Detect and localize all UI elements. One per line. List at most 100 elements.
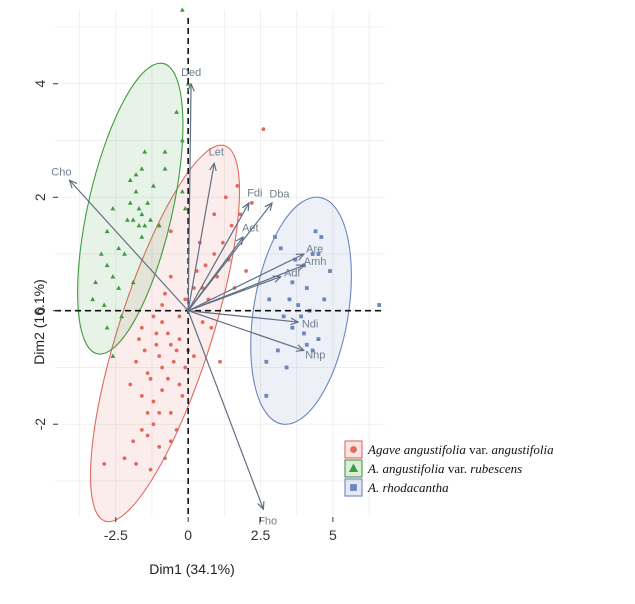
data-point-circle — [183, 297, 188, 302]
data-point-triangle — [156, 223, 162, 228]
data-point-circle — [238, 212, 243, 217]
data-point-triangle — [133, 188, 139, 194]
data-point-circle — [160, 365, 165, 370]
loading-label-fho: Fho — [258, 516, 277, 528]
x-tick-label: 5 — [329, 527, 337, 543]
data-point-circle — [165, 376, 170, 381]
data-point-circle — [212, 212, 217, 217]
data-point-circle — [134, 462, 138, 466]
data-point-triangle — [90, 296, 96, 302]
data-point-triangle — [127, 177, 133, 183]
loading-arrow-are — [187, 254, 304, 312]
data-point-circle — [163, 456, 167, 461]
data-point-triangle — [116, 245, 122, 251]
loading-arrow-ndi — [188, 310, 298, 322]
data-point-triangle — [110, 353, 116, 358]
data-point-square — [290, 280, 295, 285]
data-point-circle — [148, 467, 153, 472]
data-point-triangle — [142, 223, 148, 228]
data-point-circle — [168, 342, 173, 347]
data-point-circle — [157, 445, 162, 449]
data-point-circle — [139, 325, 144, 330]
data-point-square — [302, 331, 306, 336]
data-point-square — [287, 297, 292, 302]
data-point-circle — [168, 274, 173, 279]
data-point-circle — [151, 422, 156, 427]
x-axis-title: Dim1 (34.1%) — [149, 561, 235, 577]
data-point-square — [281, 314, 286, 319]
y-tick-label: -2 — [32, 418, 48, 431]
data-point-circle — [157, 410, 162, 415]
data-point-triangle — [182, 205, 188, 211]
data-point-circle — [154, 331, 159, 336]
data-point-circle — [102, 462, 107, 466]
confidence-ellipse-0 — [89, 144, 241, 523]
data-point-triangle — [139, 234, 145, 239]
data-point-square — [275, 348, 280, 353]
data-point-circle — [192, 286, 196, 290]
data-point-circle — [177, 337, 182, 342]
data-point-circle — [168, 229, 173, 234]
data-point-square — [322, 297, 327, 302]
data-point-circle — [168, 410, 173, 415]
x-tick-label: 2.5 — [251, 527, 271, 543]
data-point-circle — [244, 269, 248, 273]
legend-label-part: Agave angustifolia — [367, 442, 466, 457]
data-point-triangle — [110, 205, 116, 211]
data-point-square — [264, 393, 269, 398]
data-point-circle — [160, 303, 165, 307]
data-point-circle — [171, 359, 176, 364]
data-point-triangle — [179, 137, 185, 143]
data-point-circle — [212, 252, 217, 256]
data-point-triangle — [110, 274, 116, 279]
data-point-circle — [151, 399, 156, 404]
data-point-circle — [220, 240, 225, 245]
data-point-square — [313, 229, 318, 234]
data-point-square — [377, 303, 382, 307]
data-point-square — [299, 314, 303, 319]
data-point-circle — [177, 382, 182, 387]
data-point-circle — [200, 320, 205, 324]
data-point-square — [273, 235, 277, 239]
loading-arrow-fho — [187, 310, 263, 510]
data-point-square — [316, 337, 321, 342]
data-point-circle — [139, 393, 144, 398]
axis-ticks: -2.5 0 2.5 5 -2 0 2 4 — [32, 80, 337, 543]
data-point-square — [290, 325, 295, 330]
loading-label-adi: Adi — [284, 268, 300, 280]
data-point-triangle — [116, 285, 122, 290]
y-tick-label: 2 — [32, 193, 48, 201]
data-point-square — [310, 252, 315, 256]
ellipse-layer — [77, 62, 352, 523]
data-point-circle — [142, 348, 147, 353]
data-point-triangle — [179, 188, 185, 194]
data-point-circle — [165, 331, 170, 336]
data-point-circle — [249, 201, 254, 205]
legend-marker-triangle — [348, 463, 359, 472]
x-tick-label: -2.5 — [104, 527, 128, 543]
loading-label-ndi: Ndi — [302, 318, 319, 330]
data-point-triangle — [145, 200, 151, 205]
data-point-triangle — [139, 166, 145, 171]
data-point-triangle — [133, 171, 139, 177]
data-point-triangle — [136, 223, 142, 228]
legend-label-part: var. — [445, 461, 471, 476]
data-point-triangle — [124, 217, 130, 222]
legend-label-1: A. angustifolia var. rubescens — [367, 461, 522, 476]
loading-label-aet: Aet — [242, 222, 259, 234]
legend-label-part: A. angustifolia — [367, 461, 445, 476]
loading-arrow-aet — [187, 237, 243, 312]
data-point-triangle — [162, 166, 168, 171]
data-point-square — [328, 269, 332, 273]
data-point-triangle — [162, 149, 168, 154]
data-point-triangle — [93, 279, 98, 285]
data-point-circle — [139, 427, 144, 432]
data-point-triangle — [130, 217, 136, 222]
data-point-triangle — [127, 200, 133, 205]
legend-label-part: A. rhodacantha — [367, 480, 449, 495]
loading-label-amh: Amh — [304, 256, 327, 268]
loading-label-let: Let — [209, 146, 224, 158]
legend-label-part: rubescens — [470, 461, 522, 476]
legend-marker-square — [350, 484, 357, 491]
